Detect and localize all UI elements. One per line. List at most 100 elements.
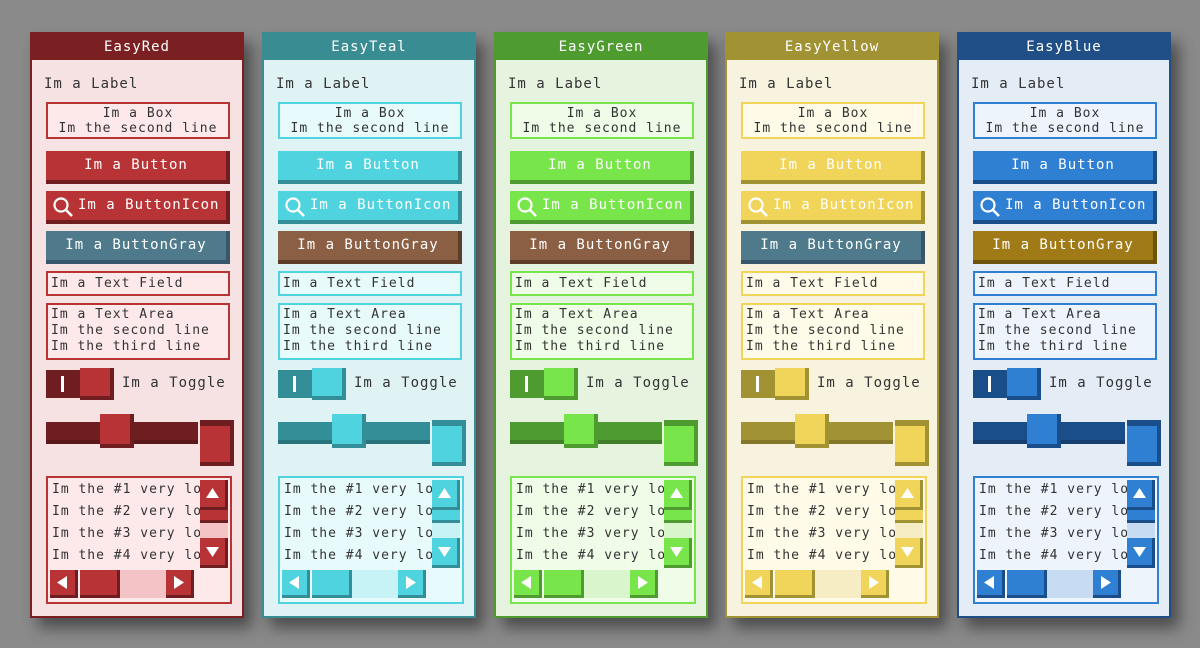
- demo-text-field[interactable]: Im a Text Field: [973, 271, 1157, 296]
- scroll-right-button[interactable]: [861, 570, 889, 598]
- toggle-knob[interactable]: [312, 368, 346, 400]
- list-item[interactable]: Im the #2 very long item: [747, 504, 895, 519]
- scroll-list[interactable]: Im the #1 very long item Im the #2 very …: [510, 476, 696, 604]
- scroll-list[interactable]: Im the #1 very long item Im the #2 very …: [973, 476, 1159, 604]
- list-item[interactable]: Im the #4 very long item: [979, 548, 1127, 563]
- demo-text-field[interactable]: Im a Text Field: [741, 271, 925, 296]
- scroll-left-button[interactable]: [977, 570, 1005, 598]
- toggle-track[interactable]: [278, 370, 312, 398]
- demo-button-gray[interactable]: Im a ButtonGray: [510, 231, 694, 264]
- vertical-scroll-thumb[interactable]: [664, 510, 692, 523]
- list-item[interactable]: Im the #2 very long item: [979, 504, 1127, 519]
- scroll-down-button[interactable]: [432, 538, 460, 568]
- scroll-up-button[interactable]: [200, 480, 228, 510]
- list-item[interactable]: Im the #3 very long item: [284, 526, 432, 541]
- list-item[interactable]: Im the #4 very long item: [52, 548, 200, 563]
- list-item[interactable]: Im the #3 very long item: [979, 526, 1127, 541]
- slider-end-handle[interactable]: [432, 420, 466, 466]
- vertical-scroll-thumb[interactable]: [432, 510, 460, 523]
- horizontal-scroll-track[interactable]: [815, 570, 861, 598]
- scroll-down-button[interactable]: [895, 538, 923, 568]
- demo-button-icon[interactable]: Im a ButtonIcon: [973, 191, 1157, 224]
- demo-button-icon[interactable]: Im a ButtonIcon: [510, 191, 694, 224]
- toggle-knob[interactable]: [775, 368, 809, 400]
- list-item[interactable]: Im the #2 very long item: [284, 504, 432, 519]
- horizontal-scroll-track[interactable]: [352, 570, 398, 598]
- scroll-up-button[interactable]: [664, 480, 692, 510]
- toggle-track[interactable]: [973, 370, 1007, 398]
- demo-text-area[interactable]: Im a Text Area Im the second line Im the…: [510, 303, 694, 360]
- demo-button[interactable]: Im a Button: [46, 151, 230, 184]
- scroll-list[interactable]: Im the #1 very long item Im the #2 very …: [46, 476, 232, 604]
- scroll-right-button[interactable]: [1093, 570, 1121, 598]
- demo-button-icon[interactable]: Im a ButtonIcon: [46, 191, 230, 224]
- demo-button[interactable]: Im a Button: [278, 151, 462, 184]
- vertical-scroll-thumb[interactable]: [200, 510, 228, 523]
- vertical-scroll-track[interactable]: [664, 523, 692, 538]
- list-item[interactable]: Im the #1 very long item: [747, 482, 895, 497]
- slider-handle[interactable]: [564, 414, 598, 448]
- list-item[interactable]: Im the #2 very long item: [516, 504, 664, 519]
- horizontal-scroll-thumb[interactable]: [312, 570, 352, 598]
- list-item[interactable]: Im the #1 very long item: [52, 482, 200, 497]
- vertical-scroll-thumb[interactable]: [895, 510, 923, 523]
- demo-text-field[interactable]: Im a Text Field: [46, 271, 230, 296]
- demo-button-icon[interactable]: Im a ButtonIcon: [278, 191, 462, 224]
- toggle-knob[interactable]: [80, 368, 114, 400]
- demo-text-area[interactable]: Im a Text Area Im the second line Im the…: [46, 303, 230, 360]
- demo-button-gray[interactable]: Im a ButtonGray: [741, 231, 925, 264]
- scroll-up-button[interactable]: [432, 480, 460, 510]
- demo-text-field[interactable]: Im a Text Field: [278, 271, 462, 296]
- slider-handle[interactable]: [100, 414, 134, 448]
- toggle-knob[interactable]: [1007, 368, 1041, 400]
- toggle-track[interactable]: [741, 370, 775, 398]
- slider-end-handle[interactable]: [895, 420, 929, 466]
- list-item[interactable]: Im the #1 very long item: [284, 482, 432, 497]
- horizontal-scroll-track[interactable]: [584, 570, 630, 598]
- scroll-list[interactable]: Im the #1 very long item Im the #2 very …: [278, 476, 464, 604]
- slider-handle[interactable]: [332, 414, 366, 448]
- horizontal-scroll-track[interactable]: [1047, 570, 1093, 598]
- slider-end-handle[interactable]: [200, 420, 234, 466]
- list-item[interactable]: Im the #1 very long item: [516, 482, 664, 497]
- toggle-knob[interactable]: [544, 368, 578, 400]
- scroll-left-button[interactable]: [282, 570, 310, 598]
- demo-button-gray[interactable]: Im a ButtonGray: [278, 231, 462, 264]
- scroll-left-button[interactable]: [745, 570, 773, 598]
- horizontal-scroll-track[interactable]: [120, 570, 166, 598]
- demo-text-area[interactable]: Im a Text Area Im the second line Im the…: [973, 303, 1157, 360]
- demo-text-field[interactable]: Im a Text Field: [510, 271, 694, 296]
- horizontal-scroll-thumb[interactable]: [1007, 570, 1047, 598]
- scroll-right-button[interactable]: [398, 570, 426, 598]
- vertical-scroll-track[interactable]: [200, 523, 228, 538]
- list-item[interactable]: Im the #3 very long item: [516, 526, 664, 541]
- scroll-left-button[interactable]: [514, 570, 542, 598]
- vertical-scroll-thumb[interactable]: [1127, 510, 1155, 523]
- scroll-down-button[interactable]: [1127, 538, 1155, 568]
- demo-button-gray[interactable]: Im a ButtonGray: [46, 231, 230, 264]
- scroll-list[interactable]: Im the #1 very long item Im the #2 very …: [741, 476, 927, 604]
- demo-text-area[interactable]: Im a Text Area Im the second line Im the…: [278, 303, 462, 360]
- list-item[interactable]: Im the #4 very long item: [284, 548, 432, 563]
- demo-button[interactable]: Im a Button: [973, 151, 1157, 184]
- demo-button[interactable]: Im a Button: [741, 151, 925, 184]
- list-item[interactable]: Im the #2 very long item: [52, 504, 200, 519]
- demo-button-gray[interactable]: Im a ButtonGray: [973, 231, 1157, 264]
- list-item[interactable]: Im the #4 very long item: [516, 548, 664, 563]
- vertical-scroll-track[interactable]: [432, 523, 460, 538]
- scroll-left-button[interactable]: [50, 570, 78, 598]
- scroll-up-button[interactable]: [895, 480, 923, 510]
- list-item[interactable]: Im the #4 very long item: [747, 548, 895, 563]
- scroll-down-button[interactable]: [664, 538, 692, 568]
- horizontal-scroll-thumb[interactable]: [775, 570, 815, 598]
- slider-handle[interactable]: [1027, 414, 1061, 448]
- scroll-down-button[interactable]: [200, 538, 228, 568]
- toggle-track[interactable]: [510, 370, 544, 398]
- demo-text-area[interactable]: Im a Text Area Im the second line Im the…: [741, 303, 925, 360]
- slider-end-handle[interactable]: [1127, 420, 1161, 466]
- toggle-track[interactable]: [46, 370, 80, 398]
- horizontal-scroll-thumb[interactable]: [544, 570, 584, 598]
- list-item[interactable]: Im the #1 very long item: [979, 482, 1127, 497]
- demo-button-icon[interactable]: Im a ButtonIcon: [741, 191, 925, 224]
- vertical-scroll-track[interactable]: [1127, 523, 1155, 538]
